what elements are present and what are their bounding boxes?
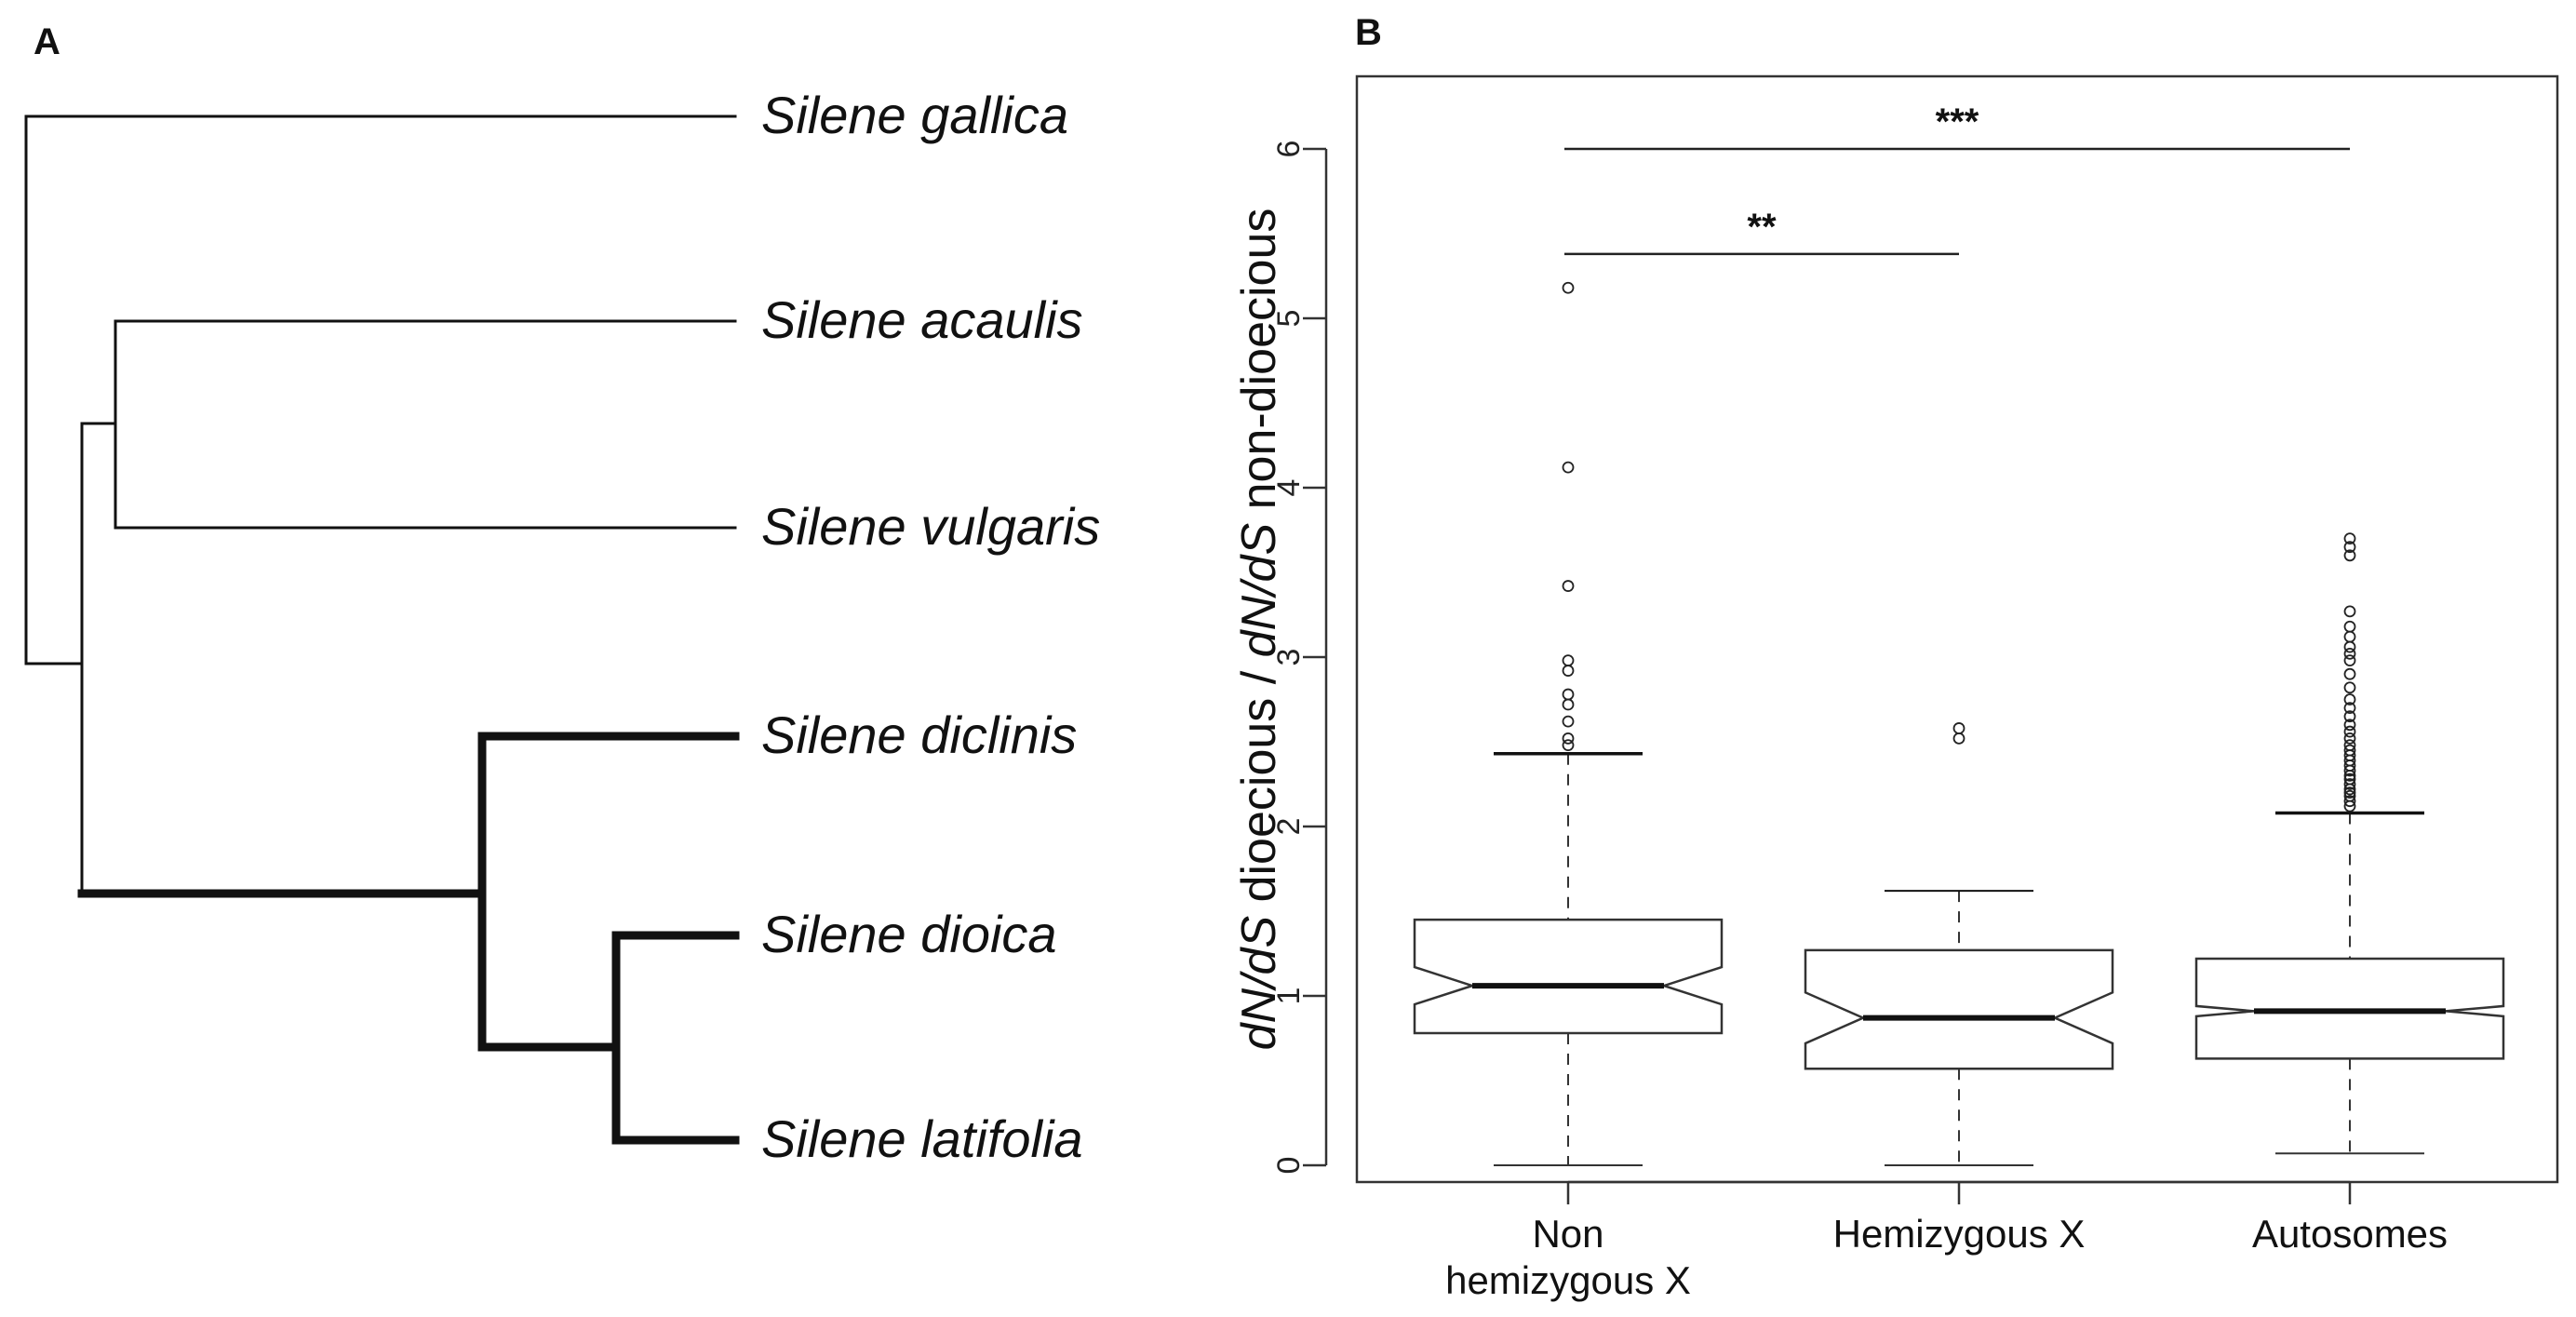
y-label-part: dN/dS xyxy=(1232,916,1286,1051)
outlier-point xyxy=(2343,719,2356,732)
species-label-diclinis: Silene diclinis xyxy=(761,706,1077,764)
outlier-point xyxy=(1952,732,1966,745)
outlier-point xyxy=(2343,702,2356,714)
outlier-point xyxy=(1562,665,1575,677)
species-label-gallica: Silene gallica xyxy=(761,86,1068,144)
outlier-point xyxy=(2343,744,2356,757)
x-tick-label: Autosomes xyxy=(2252,1212,2448,1256)
significance-label: ** xyxy=(1747,207,1777,248)
y-tick-label: 6 xyxy=(1271,141,1307,158)
outlier-point xyxy=(2343,795,2356,808)
outlier-point xyxy=(2343,739,2356,752)
outlier-point xyxy=(1562,654,1575,667)
outlier-point xyxy=(2343,541,2356,554)
outlier-point xyxy=(2343,681,2356,694)
outlier-point xyxy=(1562,580,1575,592)
box-3 xyxy=(2194,532,2505,1155)
species-label-vulgaris: Silene vulgaris xyxy=(761,497,1100,556)
outlier-point xyxy=(2343,789,2356,802)
y-tick-label: 1 xyxy=(1271,988,1307,1005)
y-tick-label: 4 xyxy=(1271,479,1307,497)
outlier-point xyxy=(1562,739,1575,752)
species-label-acaulis: Silene acaulis xyxy=(761,290,1083,349)
notched-box xyxy=(1413,918,1724,1035)
outlier-point xyxy=(2343,693,2356,706)
y-label-part: dN/dS xyxy=(1232,523,1286,658)
outlier-point xyxy=(2343,786,2356,799)
species-labels: Silene gallica Silene acaulis Silene vul… xyxy=(761,86,1100,1168)
outlier-point xyxy=(1562,688,1575,701)
outlier-point xyxy=(2343,773,2356,786)
y-tick-label: 2 xyxy=(1271,818,1307,836)
species-label-latifolia: Silene latifolia xyxy=(761,1109,1083,1168)
outlier-point xyxy=(2343,647,2356,660)
y-label-part: dioecious / xyxy=(1232,657,1286,916)
x-tick-label: Non xyxy=(1532,1212,1603,1256)
outlier-point xyxy=(2343,667,2356,680)
y-tick-label: 5 xyxy=(1271,310,1307,328)
outlier-point xyxy=(1562,715,1575,728)
outlier-point xyxy=(2343,605,2356,618)
outlier-point xyxy=(2343,778,2356,790)
outlier-point xyxy=(1562,461,1575,474)
significance-bars: ***** xyxy=(1564,101,2350,256)
x-tick-label: hemizygous X xyxy=(1445,1258,1691,1302)
y-tick-label: 0 xyxy=(1271,1157,1307,1175)
phylogenetic-tree xyxy=(24,114,740,1145)
y-axis: 0 1 2 3 4 5 6 xyxy=(1271,141,1328,1175)
y-tick-label: 3 xyxy=(1271,649,1307,666)
species-label-dioica: Silene dioica xyxy=(761,905,1057,963)
outlier-point xyxy=(2343,630,2356,643)
outlier-point xyxy=(2343,725,2356,738)
y-axis-label: dN/dS dioecious / dN/dS non-dioecious xyxy=(1232,208,1286,1051)
box-2 xyxy=(1804,722,2114,1166)
x-tick-label: Hemizygous X xyxy=(1833,1212,2086,1256)
outlier-point xyxy=(1562,281,1575,294)
outlier-point xyxy=(2343,732,2356,745)
outlier-point xyxy=(2343,549,2356,562)
y-label-part: non-dioecious xyxy=(1232,208,1286,523)
panel-b-label: B xyxy=(1355,12,1382,53)
outlier-point xyxy=(1952,722,1966,734)
outlier-point xyxy=(2343,532,2356,544)
outlier-point xyxy=(2343,710,2356,723)
box-1 xyxy=(1413,281,1724,1166)
boxes xyxy=(1413,281,2505,1166)
outlier-point xyxy=(1562,732,1575,745)
panel-a-label: A xyxy=(34,21,60,62)
outlier-point xyxy=(2343,620,2356,633)
notched-box xyxy=(1804,948,2114,1070)
outlier-point xyxy=(2343,654,2356,667)
outlier-point xyxy=(1562,698,1575,711)
outlier-point xyxy=(2343,640,2356,653)
significance-label: *** xyxy=(1936,101,1979,142)
